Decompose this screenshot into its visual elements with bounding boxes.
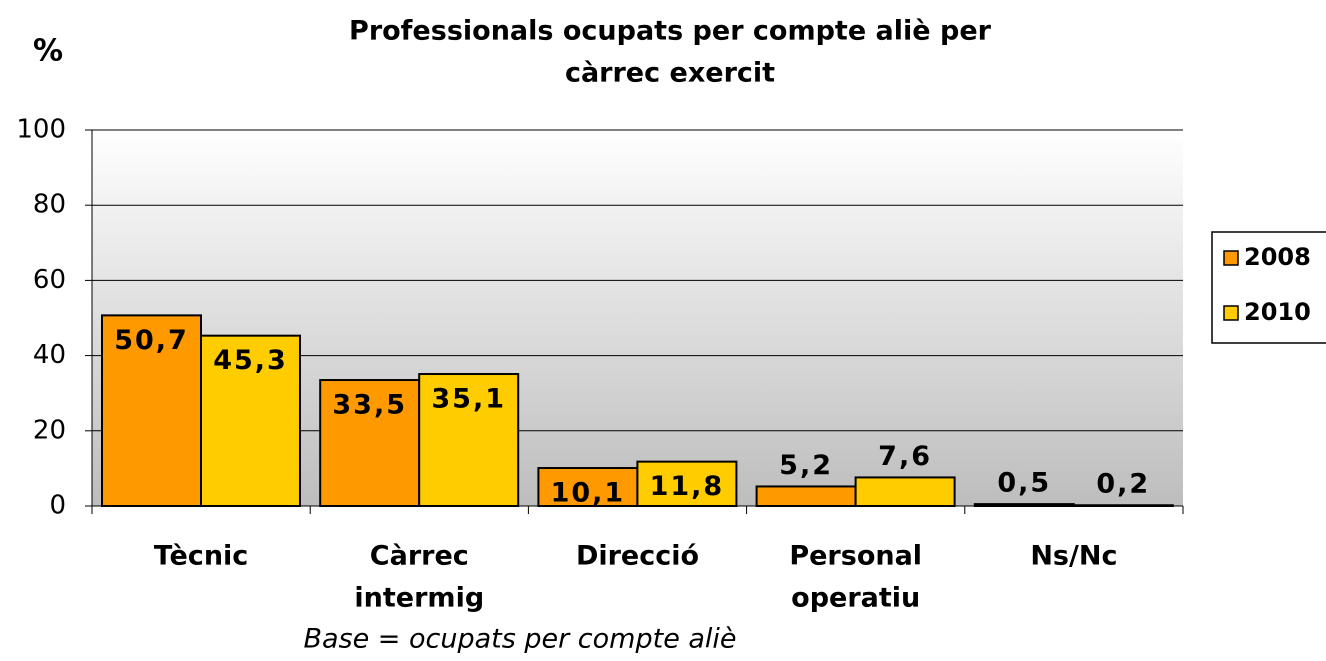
bar [973,503,1075,507]
bar [101,314,202,508]
y-tick-label: 0 [49,491,66,521]
bar [319,379,421,508]
legend-label: 2008 [1244,243,1311,271]
footnote: Base = ocupats per compte aliè [303,624,736,655]
data-label: 50,7 [114,325,189,356]
data-label: 10,1 [551,478,626,509]
x-tick-label: Direcció [576,541,699,572]
x-tick-label: Personal [789,541,922,572]
bar [1072,504,1174,507]
data-label: 0,5 [997,468,1051,499]
chart-title: Professionals ocupats per compte aliè pe… [349,16,992,47]
data-label: 0,2 [1096,469,1150,500]
x-tick-label: Tècnic [154,541,248,572]
data-label: 11,8 [650,471,725,502]
bar [200,334,301,507]
chart-title: càrrec exercit [565,58,775,89]
y-tick-label: 20 [33,415,66,445]
bar [755,485,857,507]
x-tick-label: operatiu [791,583,920,614]
y-tick-label: 60 [33,265,66,295]
data-label: 7,6 [878,441,932,472]
x-tick-label: Càrrec [370,541,469,572]
legend-label: 2010 [1244,298,1311,326]
x-tick-label: Ns/Nc [1030,541,1117,572]
y-tick-label: 80 [33,190,66,220]
data-label: 45,3 [213,345,288,376]
data-label: 5,2 [779,450,833,481]
legend-swatch [1223,305,1239,321]
bar [537,467,639,507]
data-label: 33,5 [332,390,407,421]
x-tick-label: intermig [354,583,484,614]
bar [418,373,520,507]
y-axis-label: % [33,34,63,69]
legend-swatch [1223,250,1239,266]
bar [636,460,738,507]
bar [854,476,956,508]
y-tick-label: 40 [33,340,66,370]
data-label: 35,1 [431,384,506,415]
y-tick-label: 100 [16,115,66,145]
